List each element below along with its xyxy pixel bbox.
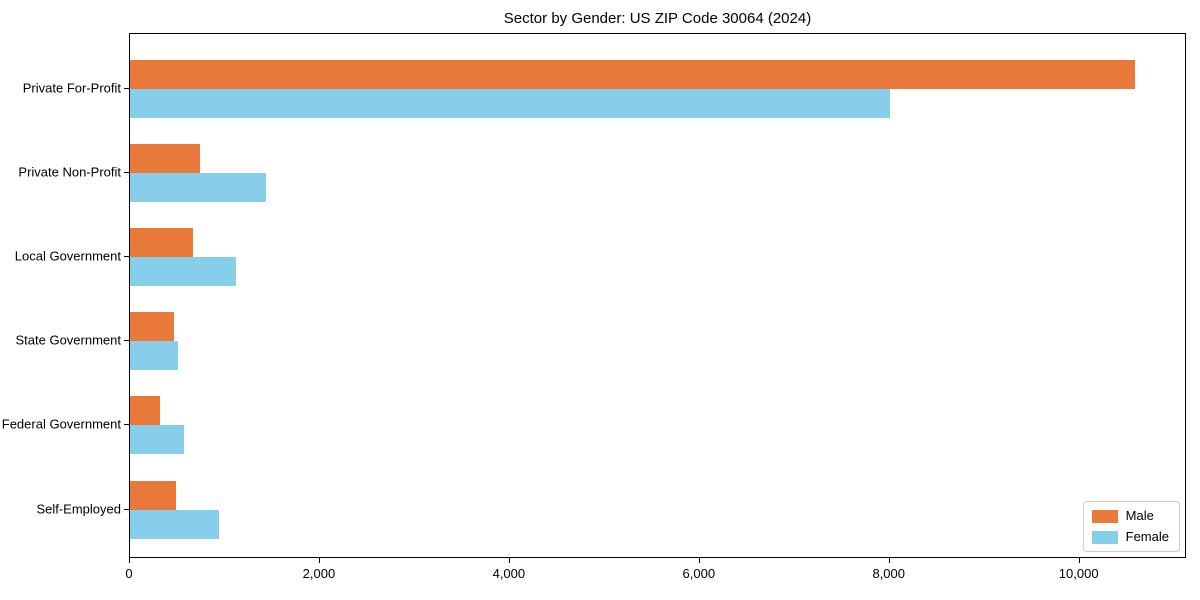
y-tick-mark [124,87,129,89]
bar-female-self-employed [130,509,220,539]
legend-swatch-male [1091,509,1118,523]
y-tick-mark [124,508,129,510]
legend-entry-female: Female [1091,529,1169,544]
legend-label-female: Female [1125,529,1169,544]
x-tick-label-2-000: 2,000 [302,566,336,581]
y-tick-mark [124,171,129,173]
y-tick-label-private-non-profit: Private Non-Profit [18,164,121,180]
y-tick-label-state-government: State Government [15,332,122,348]
x-tick-mark [508,558,510,563]
x-tick-label-0: 0 [125,566,133,581]
y-tick-label-federal-government: Federal Government [1,416,121,432]
bar-female-private-non-profit [130,172,267,202]
legend: Male Female [1082,501,1180,552]
x-tick-mark [129,558,130,563]
bar-male-private-for-profit [130,59,1135,89]
bar-male-private-non-profit [130,143,201,173]
bar-male-local-government [130,227,193,257]
bar-male-state-government [130,312,174,342]
chart-title: Sector by Gender: US ZIP Code 30064 (202… [503,10,812,27]
x-tick-mark [1078,558,1080,563]
legend-label-male: Male [1125,508,1154,523]
y-tick-label-self-employed: Self-Employed [36,501,121,516]
legend-entry-male: Male [1091,508,1169,523]
bar-male-self-employed [130,480,177,510]
x-tick-label-10-000: 10,000 [1058,566,1099,581]
x-tick-mark [698,558,700,563]
bar-female-state-government [130,341,179,371]
y-tick-mark [124,255,129,257]
y-tick-mark [124,424,129,426]
y-tick-label-local-government: Local Government [14,248,121,264]
x-tick-mark [318,558,320,563]
bar-male-federal-government [130,396,161,426]
y-tick-mark [124,340,129,342]
x-tick-label-8-000: 8,000 [872,566,906,581]
y-tick-label-private-for-profit: Private For-Profit [22,80,121,95]
x-tick-label-6-000: 6,000 [682,566,716,581]
x-tick-mark [888,558,890,563]
x-tick-label-4-000: 4,000 [492,566,526,581]
bar-female-local-government [130,256,237,286]
bar-female-private-for-profit [130,88,891,118]
plot-area: Male Female [129,33,1186,558]
bar-female-federal-government [130,425,185,455]
legend-swatch-female [1091,530,1118,544]
